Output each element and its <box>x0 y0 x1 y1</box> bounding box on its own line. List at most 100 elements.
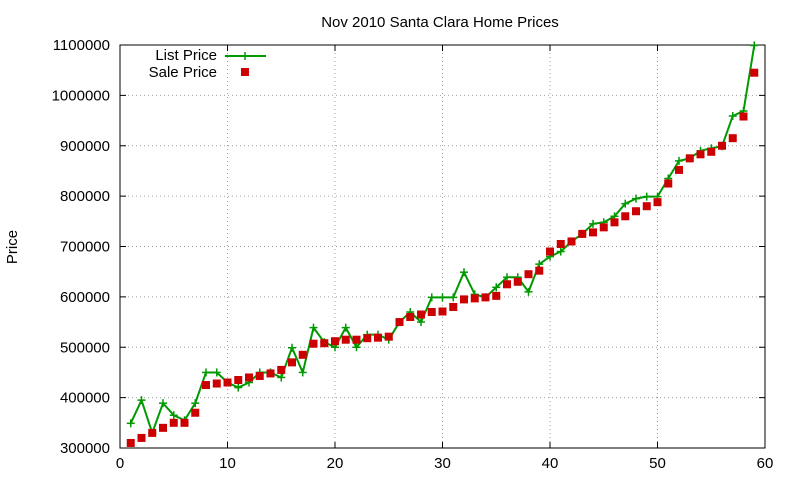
sale-price-point <box>438 307 447 316</box>
x-tick-label: 20 <box>327 455 344 472</box>
legend-sale-price-label: Sale Price <box>149 64 217 81</box>
y-tick-label: 500000 <box>60 339 110 356</box>
sale-price-point <box>191 408 200 417</box>
list-price-point <box>288 343 296 352</box>
list-price-point <box>524 287 533 296</box>
sale-price-point <box>589 228 597 237</box>
x-tick-label: 30 <box>434 455 451 472</box>
sale-price-point <box>363 334 372 343</box>
list-price-point <box>202 368 210 377</box>
sale-price-point <box>309 339 318 348</box>
sale-price-point <box>460 295 468 304</box>
sale-price-point <box>578 229 587 238</box>
sale-price-point <box>352 335 361 344</box>
sale-price-point <box>255 371 264 380</box>
y-tick-label: 600000 <box>60 289 110 306</box>
sale-price-point <box>728 134 737 143</box>
sale-price-point <box>180 418 189 427</box>
sale-price-point <box>298 350 307 359</box>
y-tick-label: 800000 <box>60 188 110 205</box>
list-price-point <box>126 419 135 428</box>
list-price-point <box>728 112 737 121</box>
sale-price-point <box>492 291 501 300</box>
sale-price-point <box>524 270 533 279</box>
sale-price-point <box>675 165 683 174</box>
y-axis-label: Price <box>4 230 21 264</box>
sale-price-point <box>277 365 286 374</box>
sale-price-point <box>341 335 350 344</box>
axes <box>119 44 766 449</box>
legend-list-price-marker <box>241 52 249 60</box>
list-price-point <box>212 368 221 377</box>
sale-price-point <box>223 378 232 387</box>
sale-price-point <box>148 428 157 437</box>
sale-price-point <box>750 68 759 77</box>
sale-price-point <box>320 339 329 348</box>
sale-price-point <box>137 433 146 442</box>
list-price-point <box>589 219 597 228</box>
list-price-point <box>427 293 436 302</box>
sale-price-point <box>212 379 221 388</box>
list-price-point <box>492 283 501 292</box>
sale-price-point <box>546 247 554 256</box>
list-price-point <box>632 194 640 203</box>
sale-price-point <box>481 293 490 302</box>
sale-price-point <box>599 223 608 232</box>
sale-price-point <box>739 112 748 121</box>
list-price-point <box>234 383 243 392</box>
y-tick-label: 1100000 <box>53 37 110 54</box>
list-price-point <box>352 343 361 352</box>
list-price-point <box>417 318 425 327</box>
list-price-point <box>621 199 630 208</box>
list-price-point <box>169 411 178 420</box>
y-tick-label: 700000 <box>60 239 110 256</box>
sale-price-point <box>427 307 436 316</box>
sale-price-point <box>384 332 393 341</box>
x-tick-label: 10 <box>219 455 236 472</box>
list-price-point <box>750 41 759 50</box>
list-price-point <box>460 268 468 277</box>
list-price-point <box>449 293 458 302</box>
sale-price-point <box>513 277 522 286</box>
sale-price-point <box>331 337 339 346</box>
sale-price-point <box>664 179 673 188</box>
sale-price-point <box>556 239 565 248</box>
sale-price-point <box>395 318 404 327</box>
sale-price-point <box>449 302 458 311</box>
sale-price-point <box>707 147 716 156</box>
list-price-point <box>438 293 447 302</box>
sale-price-point <box>374 333 382 342</box>
sale-price-point <box>417 310 425 319</box>
legend: List Price Sale Price <box>149 47 266 81</box>
sale-price-point <box>685 154 694 163</box>
sale-price-point <box>535 266 544 275</box>
x-tick-label: 40 <box>542 455 559 472</box>
x-tick-label: 60 <box>757 455 774 472</box>
sale-price-point <box>470 294 479 303</box>
sale-price-point <box>406 313 415 322</box>
list-price-point <box>277 373 286 382</box>
list-price-point <box>642 192 651 201</box>
sale-price-point <box>567 237 576 246</box>
list-price-point <box>341 323 350 332</box>
sale-price-point <box>621 212 630 221</box>
sale-price-point <box>126 438 135 447</box>
list-price-point <box>159 399 167 408</box>
list-price-point <box>137 396 146 405</box>
sale-price-point <box>718 141 726 150</box>
sale-price-point <box>642 202 651 211</box>
list-price-point <box>503 273 511 282</box>
list-price-point <box>556 247 565 256</box>
legend-plus <box>241 52 249 60</box>
y-tick-label: 300000 <box>60 440 110 457</box>
x-tick-label: 50 <box>649 455 666 472</box>
sale-price-point <box>245 373 253 382</box>
series <box>126 41 759 447</box>
plot-border <box>119 44 766 449</box>
tick-labels: 0 10 20 30 40 50 60 300000 400000 500000 600000 700… <box>52 37 774 472</box>
sale-price-point <box>288 358 296 367</box>
sale-price-point <box>503 280 511 289</box>
sale-price-point <box>610 218 619 227</box>
